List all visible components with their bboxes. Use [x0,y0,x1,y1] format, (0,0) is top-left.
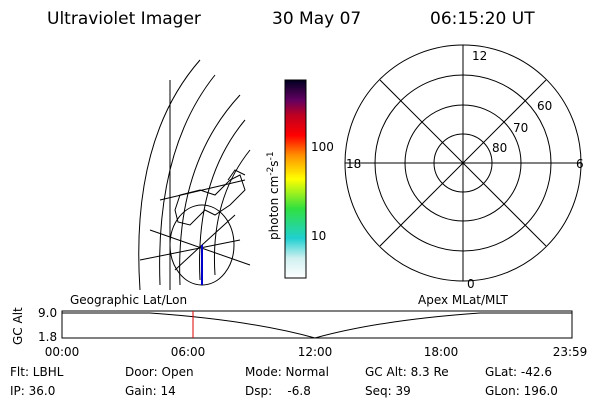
info-field: Gain: 14 [125,384,176,398]
date: 30 May 07 [272,9,361,29]
lat-label: 80 [492,141,507,155]
instrument: Ultraviolet Imager [47,9,201,29]
time-tick: 06:00 [171,345,206,359]
lat-label: 70 [513,121,528,135]
info-field: Seq: 39 [365,384,411,398]
mlt-label: 18 [346,157,361,171]
mlt-label: 12 [472,49,487,63]
altitude-curve [62,312,572,339]
map [138,59,251,291]
info-field: GLon: 196.0 [485,384,558,398]
info-field: GLat: -42.6 [485,365,552,379]
polar-grid [344,44,582,282]
info-panel: Flt: LBHL Door: Open Mode: Normal GC Alt: 8… [10,365,558,398]
time-tick: 18:00 [424,345,459,359]
time: 06:15:20 UT [430,9,535,29]
mlt-label: 6 [576,157,584,171]
colorbar-unit: photon cm-2s-1 [266,151,281,240]
timeline-title: Geographic Lat/Lon [70,293,187,307]
time-tick: 00:00 [45,345,80,359]
mlt-label: 0 [467,277,475,291]
colorbar [284,79,307,279]
timeline-title: Apex MLat/MLT [418,293,508,307]
info-field: Dsp: -6.8 [245,384,311,398]
time-tick: 12:00 [298,345,333,359]
time-tick: 23:59 [553,345,588,359]
unit-part: -1 [266,151,276,160]
info-field: IP: 36.0 [10,384,55,398]
alt-tick: 9.0 [38,306,57,320]
alt-axis-label: GC Alt [11,307,25,345]
unit-part: s [267,160,281,166]
alt-tick: 1.8 [38,330,57,344]
info-field: Flt: LBHL [10,365,64,379]
colorbar-tick: 100 [311,140,334,154]
info-field: GC Alt: 8.3 Re [365,365,449,379]
info-field: Mode: Normal [245,365,329,379]
colorbar-tick: 10 [311,229,326,243]
unit-part: photon cm [267,176,281,240]
info-field: Door: Open [125,365,194,379]
lat-label: 60 [537,99,552,113]
unit-part: -2 [266,167,276,176]
timeline-box [61,310,573,339]
